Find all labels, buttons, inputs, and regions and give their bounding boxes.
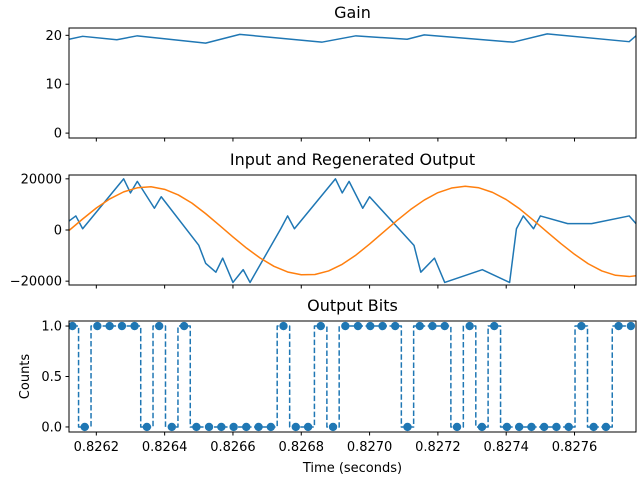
bits-marker (465, 321, 474, 331)
input-and-regenerated-output-axes: Input and Regenerated Output −20000 0 20000 (10, 150, 637, 290)
bits-marker (80, 422, 89, 432)
regenerated-output-line (69, 185, 636, 278)
bits-marker (154, 321, 164, 331)
bits-marker (415, 321, 424, 331)
bits-marker (577, 321, 586, 331)
bits-marker (130, 321, 139, 331)
bits-marker (527, 422, 536, 432)
gain-axes: Gain 0 10 20 (45, 3, 637, 142)
bits-marker (390, 321, 400, 331)
gain-axes-plot-area (69, 33, 636, 44)
y-tick-label: 0.0 (41, 420, 62, 435)
bits-marker (452, 422, 462, 432)
y-tick-label: 0 (54, 127, 62, 142)
gain-line (69, 33, 636, 44)
x-tick-label: 0.8264 (142, 440, 188, 455)
output-bits-axes-plot-area (69, 321, 636, 432)
bits-marker (303, 422, 313, 432)
bits-marker (279, 321, 288, 331)
gain-title: Gain (334, 3, 371, 22)
input-line (69, 178, 636, 284)
input-and-regenerated-output-axes-plot-area (69, 178, 636, 284)
y-tick-label: 0.5 (41, 370, 62, 385)
x-tick-label: 0.8266 (210, 440, 256, 455)
bits-marker (378, 321, 387, 331)
bits-marker (552, 422, 561, 432)
y-tick-label: 1.0 (41, 320, 62, 335)
bits-marker (69, 321, 77, 331)
y-tick-label: −20000 (10, 275, 62, 290)
bits-marker (490, 321, 499, 331)
output-bits-axes: Output Bits 0.0 0.5 1.0 0.8262 0.8264 0.8266 0.… (18, 296, 637, 476)
bits-marker (353, 321, 363, 331)
bits-marker (502, 422, 512, 432)
bits-marker (589, 422, 598, 432)
y-tick-label: 10 (45, 78, 62, 93)
bits-marker (403, 422, 412, 432)
bits-marker (117, 321, 127, 331)
bits-marker (601, 422, 611, 432)
y-axis-label: Counts (18, 354, 33, 400)
bits-marker (254, 422, 263, 432)
bits-marker (179, 321, 189, 331)
bits-marker (167, 422, 177, 432)
x-tick-label: 0.8274 (483, 440, 529, 455)
bits-marker (440, 321, 449, 331)
y-tick-label: 20 (45, 29, 62, 44)
output-bits-title: Output Bits (307, 296, 398, 315)
bits-marker (626, 321, 636, 331)
x-tick-label: 0.8272 (415, 440, 461, 455)
bits-marker (105, 321, 114, 331)
bits-marker (328, 422, 338, 432)
x-tick-label: 0.8268 (279, 440, 325, 455)
bits-marker (142, 422, 152, 432)
bits-marker (217, 422, 226, 432)
bits-marker (291, 422, 300, 432)
bits-marker (229, 422, 238, 432)
bits-marker (242, 422, 251, 432)
x-tick-label: 0.8276 (552, 440, 598, 455)
bits-marker (204, 422, 214, 432)
bits-marker (266, 422, 276, 432)
bits-marker (514, 422, 524, 432)
bits-marker (192, 422, 201, 432)
input-and-regenerated-output-title: Input and Regenerated Output (230, 150, 475, 169)
bits-marker (341, 321, 350, 331)
bits-marker (366, 321, 375, 331)
y-tick-label: 0 (54, 224, 62, 239)
bits-marker (539, 422, 549, 432)
x-axis-label: Time (seconds) (302, 461, 402, 476)
bits-marker (477, 422, 487, 432)
x-tick-label: 0.8262 (74, 440, 120, 455)
bits-marker (614, 321, 623, 331)
gain-axes-frame (68, 27, 637, 139)
y-tick-label: 20000 (21, 172, 62, 187)
bits-marker (564, 422, 573, 432)
bits-marker (428, 321, 437, 331)
bits-marker (93, 321, 102, 331)
x-tick-label: 0.8270 (347, 440, 393, 455)
bits-marker (316, 321, 325, 331)
